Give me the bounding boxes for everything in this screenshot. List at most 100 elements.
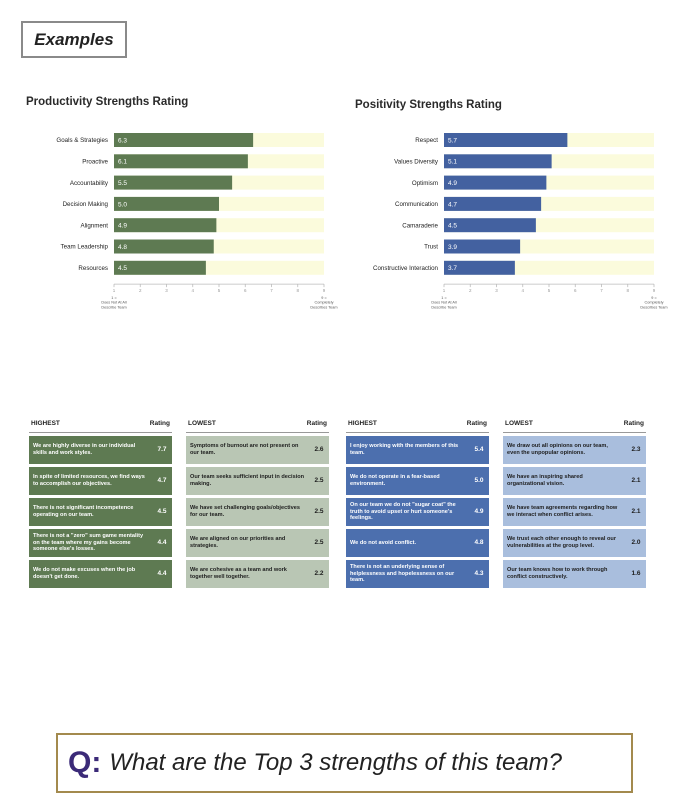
row-rating: 4.8 (474, 538, 484, 546)
bar-value-label: 4.5 (448, 223, 457, 230)
table-row: I enjoy working with the members of this… (346, 436, 489, 464)
high-anchor-label: Completely (645, 301, 664, 305)
productivity-bar-chart: 6.3 Goals & Strategies 6.1 Proactive 5.5 Acco… (56, 133, 338, 309)
row-statement: In spite of limited resources, we find w… (33, 474, 145, 487)
table-row: We are cohesive as a team and work toget… (186, 560, 329, 588)
row-statement: There is not an underlying sense of help… (350, 563, 455, 584)
row-statement: On our team we do not "sugar coat" the t… (350, 501, 456, 522)
row-statement: We are aligned on our priorities and str… (190, 536, 286, 549)
table-row: There is not an underlying sense of help… (346, 560, 489, 588)
table-row: We have set challenging goals/objectives… (186, 498, 329, 526)
row-rating: 4.9 (474, 507, 484, 515)
category-label: Constructive Interaction (373, 265, 439, 272)
row-rating: 2.3 (631, 445, 641, 453)
table-header: LOWEST Rating (503, 420, 646, 433)
high-anchor-label: 9 = (321, 296, 327, 300)
table-header-label: LOWEST (188, 420, 216, 427)
bar (114, 260, 206, 275)
table-row: We draw out all opinions on our team, ev… (503, 436, 646, 464)
x-tick-label: 4 (191, 288, 194, 293)
bar-value-label: 5.0 (118, 201, 127, 208)
row-rating: 1.6 (631, 569, 641, 577)
x-tick-label: 4 (521, 288, 524, 293)
row-rating: 4.4 (157, 538, 167, 546)
category-label: Decision Making (63, 201, 109, 208)
bar (114, 218, 217, 233)
row-statement: We have team agreements regarding how we… (507, 505, 618, 518)
question-text: What are the Top 3 strengths of this tea… (109, 749, 563, 776)
bar-value-label: 4.5 (118, 265, 127, 272)
x-tick-label: 7 (270, 288, 273, 293)
low-anchor-label: Does Not At All (101, 301, 126, 305)
bar (444, 239, 521, 254)
row-rating: 2.1 (631, 476, 641, 484)
table-row: In spite of limited resources, we find w… (29, 467, 172, 495)
positivity-bar-chart: 5.7 Respect 5.1 Values Diversity 4.9 Optimism… (373, 133, 668, 309)
row-statement: We trust each other enough to reveal our… (507, 536, 616, 549)
table-row: We do not avoid conflict. 4.8 (346, 529, 489, 557)
x-tick-label: 3 (495, 288, 498, 293)
category-label: Proactive (82, 159, 108, 166)
category-label: Resources (78, 265, 108, 272)
row-statement: I enjoy working with the members of this… (350, 443, 459, 456)
row-rating: 2.6 (314, 445, 324, 453)
bar-value-label: 4.9 (448, 180, 457, 187)
row-rating: 7.7 (157, 445, 167, 453)
row-statement: We draw out all opinions on our team, ev… (507, 443, 608, 456)
rating-header-label: Rating (623, 420, 644, 427)
bar (444, 154, 552, 169)
low-anchor-label: Describe Team (101, 305, 126, 309)
bar-value-label: 4.8 (118, 244, 127, 251)
x-tick-label: 1 (443, 288, 446, 293)
row-statement: We do not avoid conflict. (350, 539, 417, 546)
row-rating: 4.3 (474, 569, 484, 577)
row-statement: We are highly diverse in our individual … (33, 443, 136, 456)
x-tick-label: 5 (548, 288, 551, 293)
category-label: Alignment (80, 222, 108, 229)
table-header-label: HIGHEST (348, 420, 377, 427)
bar (444, 133, 568, 147)
row-statement: Our team seeks sufficient input in decis… (190, 474, 305, 487)
high-anchor-label: Describes Team (310, 305, 337, 309)
row-rating: 4.5 (157, 507, 167, 515)
row-rating: 2.1 (631, 507, 641, 515)
x-tick-label: 5 (218, 288, 221, 293)
bar (114, 133, 254, 147)
row-statement: There is not a "zero" sum game mentality… (33, 532, 144, 553)
table-row: We have an inspiring shared organization… (503, 467, 646, 495)
table-row: Our team seeks sufficient input in decis… (186, 467, 329, 495)
row-rating: 4.7 (157, 476, 167, 484)
rating-header-label: Rating (466, 420, 487, 427)
table-row: We do not operate in a fear-based enviro… (346, 467, 489, 495)
bar (444, 196, 542, 211)
question-letter: Q: (68, 746, 102, 779)
category-label: Goals & Strategies (56, 137, 108, 144)
bar-value-label: 3.9 (448, 244, 457, 251)
row-rating: 2.0 (631, 538, 641, 546)
high-anchor-label: Completely (315, 301, 334, 305)
table-row: On our team we do not "sugar coat" the t… (346, 498, 489, 526)
low-anchor-label: Does Not At All (431, 301, 456, 305)
table-row: We trust each other enough to reveal our… (503, 529, 646, 557)
bar-value-label: 6.3 (118, 137, 127, 144)
question-box: Q: What are the Top 3 strengths of this … (56, 733, 633, 793)
high-anchor-label: 9 = (651, 296, 657, 300)
row-statement: We are cohesive as a team and work toget… (190, 567, 287, 580)
row-rating: 2.5 (314, 507, 324, 515)
bar-value-label: 3.7 (448, 265, 457, 272)
bar (444, 260, 515, 275)
category-label: Communication (395, 201, 439, 208)
category-label: Camaraderie (402, 222, 438, 229)
table-row: We have team agreements regarding how we… (503, 498, 646, 526)
bar (444, 218, 536, 233)
row-rating: 4.4 (157, 569, 167, 577)
table-row: There is not a "zero" sum game mentality… (29, 529, 172, 557)
examples-label: Examples (34, 29, 114, 49)
table-row: Symptoms of burnout are not present on o… (186, 436, 329, 464)
productivity-highest-table: HIGHEST Rating We are highly diverse in ou… (29, 420, 172, 591)
x-tick-label: 2 (139, 288, 142, 293)
table-row: We are highly diverse in our individual … (29, 436, 172, 464)
table-header: HIGHEST Rating (346, 420, 489, 433)
bar (114, 175, 233, 190)
table-header-label: LOWEST (505, 420, 533, 427)
